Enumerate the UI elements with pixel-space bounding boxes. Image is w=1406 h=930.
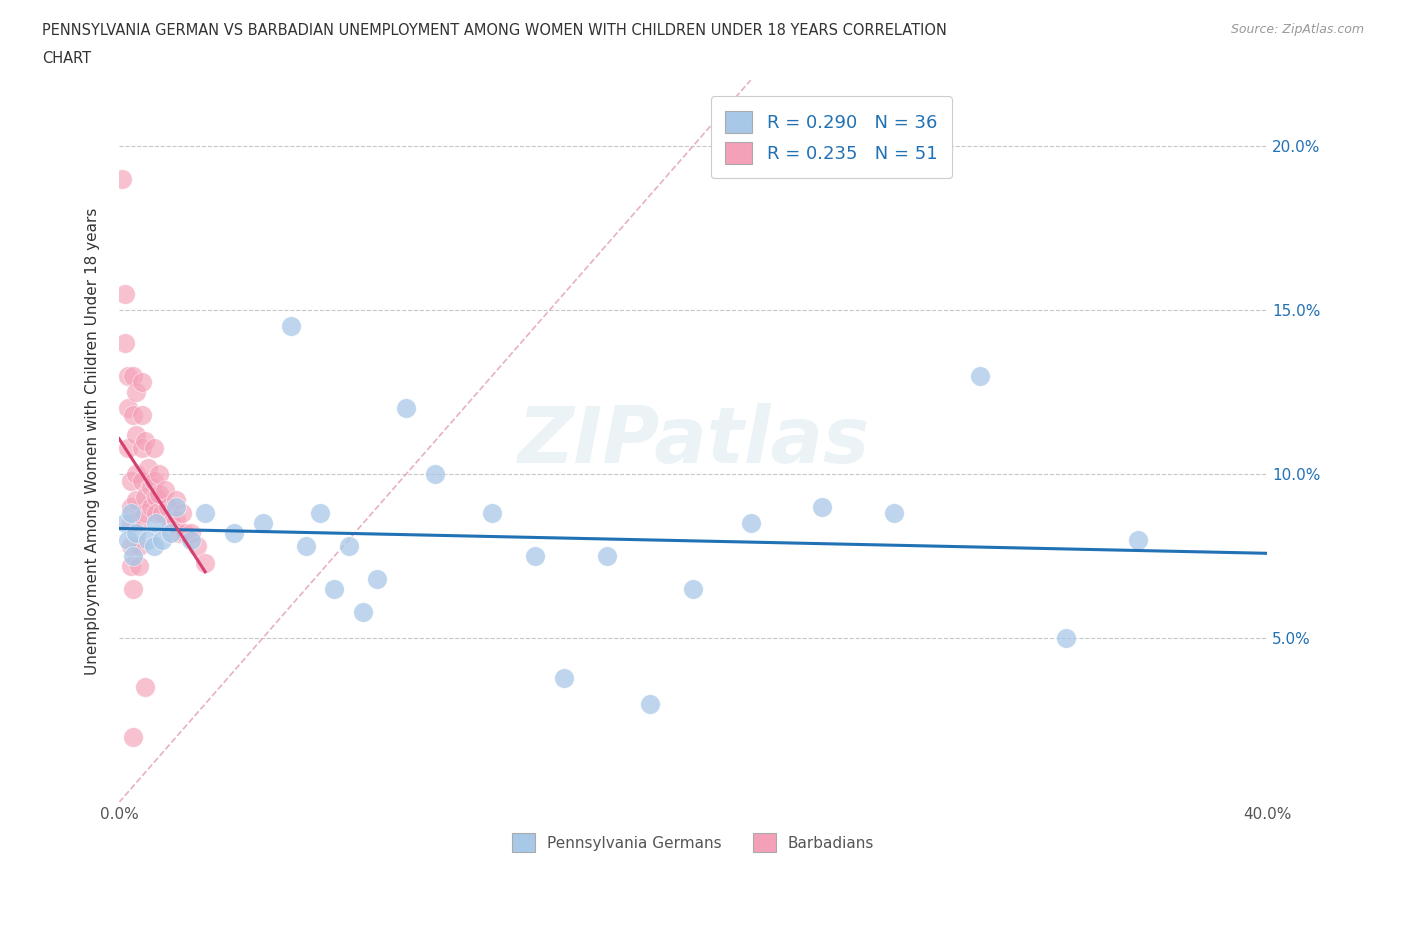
Text: ZIPatlas: ZIPatlas: [517, 404, 869, 479]
Point: [423, 467, 446, 482]
Point: [166, 493, 188, 508]
Point: [136, 460, 159, 475]
Text: Source: ZipAtlas.com: Source: ZipAtlas.com: [1230, 23, 1364, 36]
Point: [194, 555, 217, 570]
Point: [309, 506, 332, 521]
Point: [125, 427, 148, 442]
Point: [122, 407, 145, 422]
Point: [125, 525, 148, 540]
Point: [117, 368, 139, 383]
Point: [142, 441, 165, 456]
Point: [323, 581, 346, 596]
Point: [122, 729, 145, 744]
Point: [136, 532, 159, 547]
Point: [682, 581, 704, 596]
Point: [122, 368, 145, 383]
Point: [159, 516, 181, 531]
Point: [148, 467, 170, 482]
Point: [131, 375, 153, 390]
Legend: Pennsylvania Germans, Barbadians: Pennsylvania Germans, Barbadians: [505, 826, 882, 859]
Point: [134, 433, 156, 448]
Point: [134, 506, 156, 521]
Point: [131, 407, 153, 422]
Point: [969, 368, 991, 383]
Point: [128, 538, 150, 553]
Point: [638, 697, 661, 711]
Point: [1056, 631, 1078, 645]
Point: [153, 483, 176, 498]
Point: [148, 486, 170, 501]
Point: [166, 499, 188, 514]
Point: [142, 473, 165, 488]
Point: [280, 319, 302, 334]
Point: [142, 538, 165, 553]
Point: [883, 506, 905, 521]
Point: [174, 525, 197, 540]
Point: [145, 516, 167, 531]
Text: CHART: CHART: [42, 51, 91, 66]
Point: [125, 467, 148, 482]
Point: [194, 506, 217, 521]
Point: [120, 516, 142, 531]
Point: [134, 680, 156, 695]
Point: [481, 506, 503, 521]
Point: [120, 559, 142, 574]
Point: [1128, 532, 1150, 547]
Text: PENNSYLVANIA GERMAN VS BARBADIAN UNEMPLOYMENT AMONG WOMEN WITH CHILDREN UNDER 18: PENNSYLVANIA GERMAN VS BARBADIAN UNEMPLO…: [42, 23, 948, 38]
Point: [156, 499, 179, 514]
Point: [596, 549, 619, 564]
Point: [222, 525, 245, 540]
Point: [128, 559, 150, 574]
Point: [131, 441, 153, 456]
Point: [252, 516, 274, 531]
Point: [122, 581, 145, 596]
Point: [553, 671, 575, 685]
Point: [740, 516, 762, 531]
Point: [294, 538, 316, 553]
Point: [139, 499, 162, 514]
Point: [120, 473, 142, 488]
Point: [180, 525, 202, 540]
Point: [180, 532, 202, 547]
Point: [120, 538, 142, 553]
Point: [811, 499, 834, 514]
Point: [166, 512, 188, 527]
Point: [395, 401, 418, 416]
Point: [117, 532, 139, 547]
Point: [114, 516, 136, 531]
Point: [169, 525, 191, 540]
Point: [186, 538, 208, 553]
Point: [139, 480, 162, 495]
Point: [366, 572, 388, 587]
Point: [337, 538, 360, 553]
Point: [111, 171, 134, 186]
Point: [125, 385, 148, 400]
Point: [145, 506, 167, 521]
Point: [524, 549, 547, 564]
Point: [128, 512, 150, 527]
Point: [122, 549, 145, 564]
Point: [150, 506, 173, 521]
Point: [159, 525, 181, 540]
Point: [117, 401, 139, 416]
Point: [117, 441, 139, 456]
Point: [125, 493, 148, 508]
Point: [120, 506, 142, 521]
Point: [352, 604, 374, 619]
Point: [120, 499, 142, 514]
Point: [150, 532, 173, 547]
Point: [145, 489, 167, 504]
Point: [172, 506, 194, 521]
Point: [134, 489, 156, 504]
Y-axis label: Unemployment Among Women with Children Under 18 years: Unemployment Among Women with Children U…: [86, 207, 100, 675]
Point: [114, 336, 136, 351]
Point: [131, 473, 153, 488]
Point: [114, 286, 136, 301]
